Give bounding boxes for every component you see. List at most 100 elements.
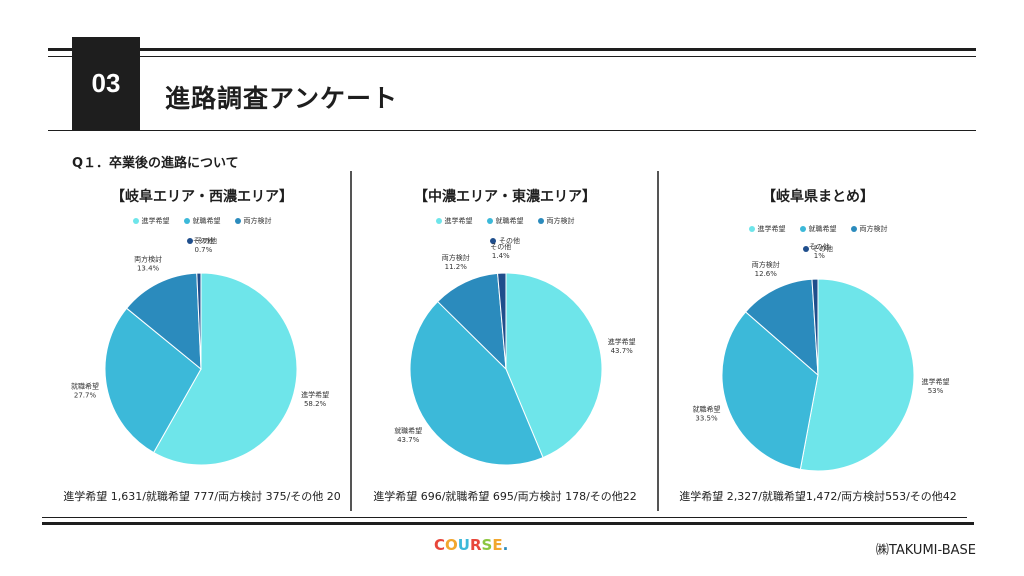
slice-category-label: その他 [809, 242, 830, 251]
page-title: 進路調査アンケート [165, 84, 399, 113]
panel-divider-1 [350, 171, 352, 511]
section-number: 03 [72, 37, 140, 130]
legend-item: 両方検討 [537, 216, 575, 226]
course-logo: COURSE. [434, 536, 508, 554]
slice-category-label: 進学希望 [301, 390, 329, 399]
legend-dot-shushoku [183, 218, 190, 224]
legend-dot-sonota [490, 238, 496, 244]
legend-item: 進学希望 [748, 224, 786, 234]
legend-item: 両方検討 [850, 224, 888, 234]
legend-dot-sonota [187, 238, 193, 244]
legend-item: 進学希望 [132, 216, 170, 226]
chart-panel-gifu-seino: 【岐阜エリア・西濃エリア】 進学希望 就職希望 両方検討 その他 進学希望 58.… [52, 180, 352, 510]
question-text: Q１．卒業後の進路について [72, 156, 239, 171]
legend-label: 進学希望 [757, 225, 786, 233]
pie-slice-sonota [811, 278, 819, 376]
legend-item: 就職希望 [183, 216, 221, 226]
legend-dot-shushoku [486, 218, 493, 224]
slice-category-label: 就職希望 [71, 382, 99, 391]
slice-value-label: 1% [814, 252, 825, 260]
legend-dot-shingaku [435, 218, 442, 224]
legend-item: その他 [490, 236, 520, 246]
pie-slice-shingaku [799, 278, 915, 472]
logo-letter: S [481, 536, 493, 554]
legend-dot-shushoku [799, 226, 806, 232]
chart-summary: 進学希望 1,631/就職希望 777/両方検討 375/その他 20 [63, 490, 341, 503]
slice-category-label: 両方検討 [752, 260, 780, 269]
logo-letter: U [457, 536, 470, 554]
header-rule-top-thin [48, 56, 976, 57]
slice-value-label: 27.7% [74, 392, 97, 400]
slice-value-label: 12.6% [755, 270, 778, 278]
pie-slice-shingaku [505, 272, 603, 459]
slice-category-label: 両方検討 [442, 253, 470, 262]
slice-category-label: 就職希望 [693, 405, 721, 414]
company-name: ㈱TAKUMI-BASE [875, 543, 976, 558]
slice-category-label: 進学希望 [921, 377, 949, 386]
slice-category-label: その他 [193, 236, 214, 245]
footer-rule-thick [42, 522, 974, 525]
logo-letter: . [502, 536, 509, 554]
slice-value-label: 43.7% [611, 347, 634, 355]
legend-dot-ryoho [537, 218, 544, 224]
pie-slice-ryoho [744, 278, 819, 377]
pie-slice-sonota [196, 272, 202, 370]
legend-label: 就職希望 [192, 217, 221, 225]
legend-item: 就職希望 [486, 216, 524, 226]
chart-panel-chuno-tono: 【中濃エリア・東濃エリア】 進学希望 就職希望 両方検討 その他 進学希望 43.… [355, 180, 655, 510]
pie-slice-shushoku [409, 300, 544, 466]
chart-legend: 進学希望 就職希望 両方検討 その他 [668, 224, 968, 264]
legend-label: 両方検討 [243, 217, 272, 225]
slice-category-label: 就職希望 [394, 426, 422, 435]
legend-dot-shingaku [132, 218, 139, 224]
logo-letter: C [434, 536, 446, 554]
slice-value-label: 13.4% [137, 265, 160, 273]
footer-rule-thin [42, 517, 967, 518]
logo-text: COURSE. [434, 536, 508, 554]
logo-letter: R [469, 536, 482, 554]
slice-value-label: 11.2% [445, 263, 468, 271]
chart-summary: 進学希望 2,327/就職希望1,472/両方検討553/その他42 [679, 490, 957, 503]
legend-item: 進学希望 [435, 216, 473, 226]
pie-slice-ryoho [125, 272, 202, 371]
legend-label: その他 [499, 237, 520, 245]
panel-divider-2 [657, 171, 659, 511]
legend-label: 就職希望 [495, 217, 524, 225]
legend-dot-shingaku [748, 226, 755, 232]
chart-panel-gifu-summary: 【岐阜県まとめ】 進学希望 就職希望 両方検討 その他 進学希望 53% 就職希望 3… [668, 180, 968, 510]
header-rule-bottom [48, 130, 976, 131]
legend-label: 就職希望 [808, 225, 837, 233]
logo-letter: E [492, 536, 503, 554]
legend-dot-sonota [803, 246, 809, 252]
slice-value-label: 0.7% [195, 246, 213, 254]
chart-title: 【中濃エリア・東濃エリア】 [414, 189, 596, 205]
chart-legend: 進学希望 就職希望 両方検討 その他 [52, 216, 352, 256]
legend-dot-ryoho [234, 218, 241, 224]
header-rule-top [48, 48, 976, 51]
legend-label: 進学希望 [141, 217, 170, 225]
slice-value-label: 1.4% [492, 252, 510, 260]
pie-slice-ryoho [436, 272, 507, 371]
legend-item: 就職希望 [799, 224, 837, 234]
legend-label: 両方検討 [859, 225, 888, 233]
chart-summary: 進学希望 696/就職希望 695/両方検討 178/その他22 [373, 490, 637, 503]
pie-slice-shingaku [153, 272, 298, 466]
slice-value-label: 43.7% [397, 436, 420, 444]
slice-value-label: 58.2% [304, 400, 327, 408]
pie-slice-shushoku [721, 311, 819, 470]
chart-title: 【岐阜県まとめ】 [762, 189, 874, 205]
pie-slice-shushoku [104, 307, 202, 454]
legend-label: 両方検討 [546, 217, 575, 225]
legend-dot-ryoho [850, 226, 857, 232]
legend-item: その他 [187, 236, 217, 246]
pie-slice-sonota [497, 272, 507, 370]
legend-label: その他 [196, 237, 217, 245]
legend-item: その他 [803, 244, 833, 254]
slice-value-label: 33.5% [695, 415, 718, 423]
legend-label: 進学希望 [444, 217, 473, 225]
legend-label: その他 [812, 245, 833, 253]
chart-title: 【岐阜エリア・西濃エリア】 [111, 189, 293, 205]
